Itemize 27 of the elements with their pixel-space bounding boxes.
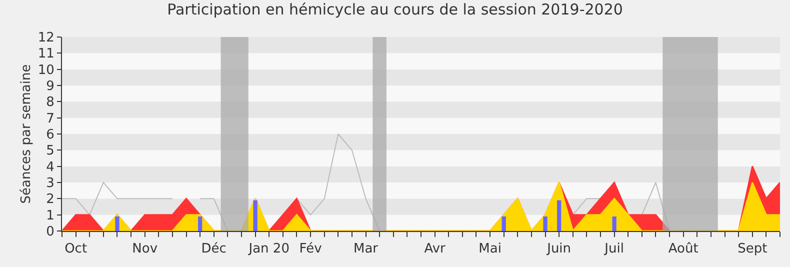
x-tick-label: Juin	[546, 242, 572, 257]
x-tick-label: Juil	[604, 242, 624, 257]
x-tick-label: Mai	[478, 242, 502, 257]
y-tick-label: 3	[46, 176, 54, 192]
y-tick-label: 10	[38, 62, 54, 78]
x-tick-label: Déc	[201, 242, 226, 257]
y-axis-title: Séances par semaine	[18, 64, 34, 204]
x-tick-label: Oct	[64, 242, 88, 257]
y-tick-label: 5	[46, 144, 54, 159]
y-tick-label: 6	[46, 128, 54, 143]
x-tick-label: Août	[668, 242, 698, 257]
x-tick-label: Mar	[354, 242, 379, 257]
x-tick-label: Sept	[738, 242, 768, 257]
y-tick-label: 8	[46, 95, 54, 110]
x-tick-label: Nov	[132, 242, 158, 257]
x-tick-label: Fév	[299, 242, 322, 257]
y-tick-label: 2	[46, 192, 54, 208]
y-tick-label: 0	[46, 224, 54, 240]
x-tick-label: Jan 20	[248, 242, 290, 257]
y-tick-label: 7	[46, 111, 54, 126]
y-tick-label: 9	[46, 79, 54, 94]
chart-title: Participation en hémicycle au cours de la session 2019-2020	[167, 0, 623, 19]
y-tick-label: 12	[38, 30, 54, 46]
y-tick-label: 11	[38, 46, 54, 62]
y-tick-label: 1	[46, 208, 54, 224]
y-tick-label: 4	[46, 160, 54, 175]
x-tick-label: Avr	[424, 242, 446, 257]
